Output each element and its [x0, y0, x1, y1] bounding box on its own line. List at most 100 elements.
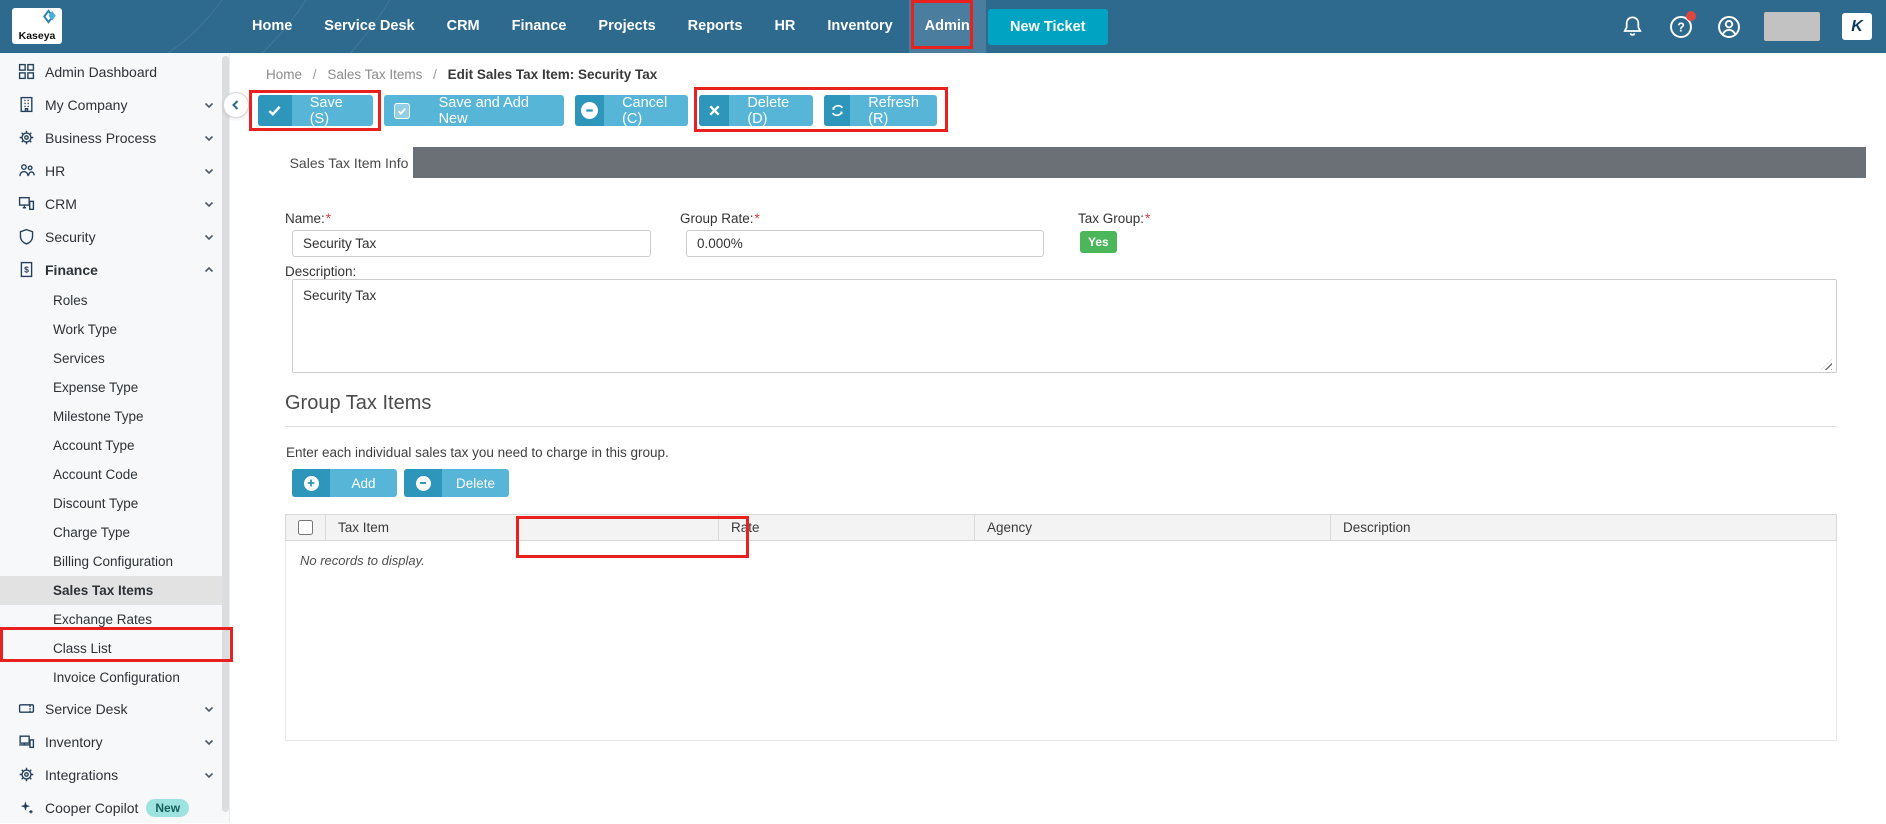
sidebar-scrollbar[interactable]	[222, 56, 229, 812]
sidebar-item-exchange-rates[interactable]: Exchange Rates	[53, 612, 153, 627]
new-ticket-button[interactable]: New Ticket	[988, 9, 1108, 45]
sidebar-item-discount-type[interactable]: Discount Type	[53, 496, 139, 511]
nav-item-projects[interactable]: Projects	[598, 18, 656, 34]
column-header-rate[interactable]: Rate	[719, 515, 975, 540]
nav-item-inventory[interactable]: Inventory	[827, 18, 893, 34]
nav-item-crm[interactable]: CRM	[446, 18, 480, 34]
kaseya-logo[interactable]: Kaseya	[12, 8, 62, 44]
sidebar-item-business-process[interactable]: Business Process	[0, 121, 229, 154]
breadcrumb: Home / Sales Tax Items / Edit Sales Tax …	[266, 67, 657, 82]
chevron-down-icon	[203, 165, 215, 177]
sidebar-item-roles[interactable]: Roles	[53, 293, 88, 308]
sidebar-item-milestone-type[interactable]: Milestone Type	[53, 409, 144, 424]
select-all-checkbox[interactable]	[298, 520, 313, 535]
delete-row-button[interactable]: Delete	[404, 469, 509, 497]
grid-action-bar: Add Delete	[292, 469, 509, 497]
sidebar-item-security[interactable]: Security	[0, 220, 229, 253]
column-header-agency[interactable]: Agency	[975, 515, 1331, 540]
laptop-icon	[18, 733, 35, 750]
chevron-down-icon	[203, 99, 215, 111]
delete-button[interactable]: Delete (D)	[699, 95, 813, 126]
sidebar-item-cooper-copilot[interactable]: Cooper Copilot New	[0, 791, 229, 824]
notifications-bell-icon[interactable]	[1620, 14, 1646, 40]
save-and-add-new-button[interactable]: Save and Add New	[384, 95, 564, 126]
tab-sales-tax-item-info[interactable]: Sales Tax Item Info	[285, 147, 413, 178]
tab-strip-filler	[413, 147, 1866, 178]
add-button[interactable]: Add	[292, 469, 397, 497]
kaseya-logo-text: Kaseya	[18, 30, 56, 42]
plus-circle-icon	[292, 469, 330, 497]
sidebar-item-crm[interactable]: CRM	[0, 187, 229, 220]
sparkle-icon	[18, 799, 35, 816]
sidebar: Admin Dashboard My Company Business Proces…	[0, 53, 230, 823]
sidebar-item-account-type[interactable]: Account Type	[53, 438, 135, 453]
sidebar-item-expense-type[interactable]: Expense Type	[53, 380, 139, 395]
main-nav: Home Service Desk CRM Finance Projects Report…	[236, 0, 986, 53]
refresh-button[interactable]: Refresh (R)	[824, 95, 937, 126]
sidebar-item-charge-type[interactable]: Charge Type	[53, 525, 131, 540]
sidebar-item-billing-configuration[interactable]: Billing Configuration	[53, 554, 174, 569]
dashboard-icon	[18, 63, 35, 80]
save-button[interactable]: Save (S)	[258, 95, 373, 126]
breadcrumb-current: Edit Sales Tax Item: Security Tax	[447, 67, 658, 82]
sidebar-item-sales-tax-items[interactable]: Sales Tax Items	[0, 576, 229, 605]
name-input[interactable]	[292, 230, 651, 257]
nav-item-admin[interactable]: Admin	[908, 0, 986, 53]
chevron-down-icon	[203, 736, 215, 748]
column-header-description[interactable]: Description	[1343, 520, 1411, 535]
required-asterisk: *	[325, 211, 332, 226]
sidebar-item-integrations[interactable]: Integrations	[0, 758, 229, 791]
sidebar-item-services[interactable]: Services	[53, 351, 105, 366]
sidebar-item-class-list[interactable]: Class List	[53, 641, 112, 656]
minus-circle-icon	[404, 469, 442, 497]
sidebar-item-account-code[interactable]: Account Code	[53, 467, 138, 482]
breadcrumb-separator: /	[312, 67, 317, 82]
sidebar-item-hr[interactable]: HR	[0, 154, 229, 187]
finance-doc-icon: $	[18, 261, 35, 278]
minus-circle-icon	[575, 95, 605, 126]
sidebar-item-work-type[interactable]: Work Type	[53, 322, 118, 337]
nav-item-hr[interactable]: HR	[774, 18, 796, 34]
username-redacted-box	[1764, 12, 1820, 41]
main-content: Home / Sales Tax Items / Edit Sales Tax …	[230, 53, 1886, 823]
tax-group-label: Tax Group:*	[1078, 211, 1151, 226]
top-navbar: Kaseya Home Service Desk CRM Finance Project…	[0, 0, 1886, 53]
sidebar-item-finance[interactable]: $ Finance	[0, 253, 229, 286]
chevron-down-icon	[203, 132, 215, 144]
breadcrumb-separator: /	[433, 67, 437, 82]
user-profile-icon[interactable]	[1716, 14, 1742, 40]
help-notification-dot	[1686, 10, 1696, 21]
chevron-up-icon	[203, 264, 215, 276]
group-rate-input[interactable]	[686, 230, 1044, 257]
column-header-tax-item[interactable]: Tax Item	[326, 515, 719, 540]
sidebar-item-inventory[interactable]: Inventory	[0, 725, 229, 758]
shield-icon	[18, 228, 35, 245]
svg-text:?: ?	[1677, 20, 1685, 34]
cancel-button[interactable]: Cancel (C)	[575, 95, 688, 126]
nav-item-service-desk[interactable]: Service Desk	[324, 18, 415, 34]
chevron-down-icon	[203, 231, 215, 243]
gears-icon	[18, 766, 35, 783]
nav-item-reports[interactable]: Reports	[687, 18, 743, 34]
section-divider	[285, 426, 1837, 427]
description-textarea[interactable]: Security Tax	[292, 279, 1837, 373]
chevron-down-icon	[203, 703, 215, 715]
company-icon	[18, 96, 35, 113]
help-icon[interactable]: ?	[1668, 10, 1696, 40]
sidebar-item-my-company[interactable]: My Company	[0, 88, 229, 121]
breadcrumb-home[interactable]: Home	[266, 67, 303, 82]
nav-item-home[interactable]: Home	[252, 18, 293, 34]
description-label: Description:	[285, 264, 357, 279]
group-rate-label: Group Rate:*	[680, 211, 760, 226]
new-badge: New	[146, 798, 190, 817]
breadcrumb-sales-tax-items[interactable]: Sales Tax Items	[327, 67, 423, 82]
sidebar-collapse-button[interactable]	[223, 92, 249, 118]
sidebar-item-admin-dashboard[interactable]: Admin Dashboard	[0, 55, 229, 88]
sidebar-item-service-desk[interactable]: Service Desk	[0, 692, 229, 725]
sidebar-item-invoice-configuration[interactable]: Invoice Configuration	[53, 670, 180, 685]
kaseya-k-badge[interactable]: K	[1842, 13, 1872, 40]
select-all-checkbox-cell	[286, 515, 326, 540]
grid-header-row: Tax Item Rate Agency Description	[285, 514, 1837, 541]
nav-item-finance[interactable]: Finance	[511, 18, 567, 34]
ticket-icon	[18, 700, 35, 717]
